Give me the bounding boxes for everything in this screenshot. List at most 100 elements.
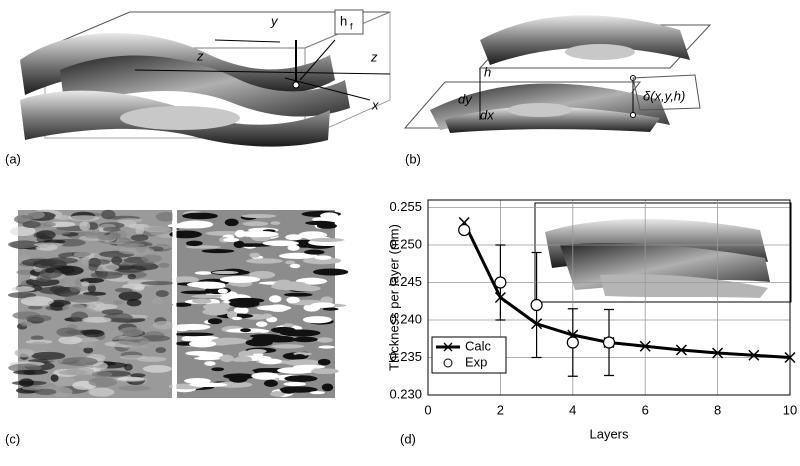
texture (22, 221, 40, 228)
texture (249, 253, 260, 258)
texture (176, 324, 211, 330)
texture (212, 271, 238, 274)
texture (269, 295, 281, 302)
texture (208, 318, 222, 324)
texture (84, 231, 104, 238)
texture (317, 337, 333, 342)
texture (156, 290, 169, 297)
texture (197, 352, 223, 358)
texture (223, 373, 256, 379)
exp-point (459, 225, 470, 236)
x-axis-title: Layers (589, 426, 629, 441)
texture (79, 342, 96, 348)
texture (89, 388, 115, 397)
texture (232, 317, 243, 320)
exp-point (567, 337, 578, 348)
texture (286, 297, 299, 304)
texture (31, 335, 44, 339)
texture (268, 304, 289, 312)
texture (20, 321, 32, 327)
legend-label: Calc (465, 338, 492, 353)
texture (36, 230, 56, 239)
texture (234, 241, 245, 248)
texture (294, 354, 306, 358)
texture (264, 380, 278, 387)
texture (187, 282, 226, 288)
texture (189, 340, 216, 347)
texture (220, 355, 233, 363)
texture (13, 370, 48, 375)
texture (246, 258, 283, 263)
texture (79, 221, 90, 231)
texture (88, 259, 110, 265)
texture (311, 368, 339, 374)
texture (318, 359, 331, 366)
h-label: h (484, 64, 491, 79)
texture (271, 344, 304, 348)
texture (189, 382, 227, 387)
dy-label: dy (458, 91, 473, 106)
texture (73, 252, 90, 257)
texture (204, 361, 215, 366)
micrographs (8, 210, 349, 398)
texture (304, 250, 325, 255)
texture (281, 387, 297, 394)
texture (243, 221, 269, 226)
texture (62, 304, 86, 313)
texture (131, 234, 149, 241)
texture (127, 299, 142, 306)
axis-x-label: x (371, 97, 379, 112)
texture (293, 365, 325, 369)
texture (251, 372, 279, 380)
texture (315, 255, 332, 259)
texture (182, 213, 218, 220)
texture (105, 331, 123, 341)
axis-z-label: z (196, 48, 204, 63)
texture (111, 257, 122, 265)
texture (225, 219, 239, 227)
texture (271, 327, 296, 333)
texture (51, 374, 59, 381)
texture (322, 384, 333, 392)
diagram-a: y z z x h f (20, 10, 390, 147)
texture (284, 293, 313, 297)
texture (50, 285, 66, 293)
texture (35, 389, 57, 395)
texture (31, 352, 65, 360)
texture (91, 271, 123, 278)
texture (153, 321, 174, 329)
delta-label: δ(x,y,h) (643, 88, 685, 103)
x-tick-label: 2 (497, 402, 504, 417)
texture (241, 214, 276, 218)
exp-point (531, 300, 542, 311)
texture (186, 241, 203, 247)
texture (192, 299, 212, 304)
x-tick-label: 10 (783, 402, 797, 417)
texture (284, 375, 317, 382)
texture (283, 323, 294, 327)
x-tick-label: 8 (714, 402, 721, 417)
texture (290, 264, 301, 268)
texture (186, 245, 221, 248)
texture (82, 317, 112, 323)
texture (45, 257, 78, 263)
texture (113, 300, 124, 304)
texture (118, 386, 151, 391)
legend-label: Exp (465, 354, 487, 369)
x-tick-label: 6 (642, 402, 649, 417)
texture (320, 212, 338, 219)
texture (236, 356, 252, 362)
texture (21, 296, 54, 306)
y-tick-label: 0.255 (389, 199, 422, 214)
texture (203, 303, 230, 311)
texture (271, 283, 312, 291)
texture (292, 337, 318, 343)
texture (34, 243, 64, 247)
texture (70, 286, 81, 292)
texture (191, 295, 224, 298)
texture (115, 288, 133, 293)
texture (256, 321, 268, 326)
texture (117, 377, 144, 381)
texture (258, 330, 270, 333)
texture (311, 302, 335, 308)
